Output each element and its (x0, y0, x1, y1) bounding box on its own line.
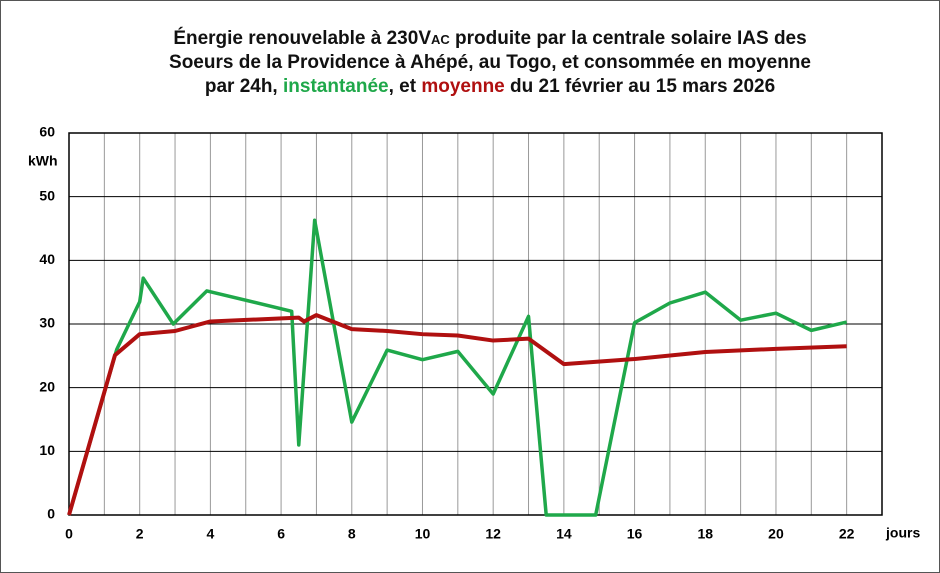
x-tick-label: 2 (136, 526, 144, 542)
title-text: produite par la centrale solaire IAS des (450, 28, 807, 49)
legend-label: moyenne (421, 76, 504, 97)
y-tick-label: 60 (39, 124, 55, 140)
title-text: Énergie renouvelable à 230V (173, 27, 431, 49)
x-tick-label: 4 (206, 526, 214, 542)
x-tick-label: 20 (768, 526, 784, 542)
y-axis-label: kWh (28, 153, 58, 169)
plot-frame (68, 132, 883, 516)
x-tick-label: 18 (697, 526, 713, 542)
x-tick-label: 8 (348, 526, 356, 542)
series-line (67, 313, 847, 516)
x-tick-label: 12 (485, 526, 501, 542)
title-text: par 24h, (205, 76, 283, 97)
y-tick-label: 10 (39, 442, 55, 458)
legend-label: instantanée (283, 76, 389, 97)
x-tick-label: 16 (627, 526, 643, 542)
chart-title: par 24h, instantanée, et moyenne du 21 f… (205, 76, 775, 97)
title-text: AC (431, 32, 450, 47)
x-tick-label: 14 (556, 526, 572, 542)
y-tick-label: 50 (39, 187, 55, 203)
x-axis-label: jours (885, 525, 920, 541)
y-tick-label: 30 (39, 315, 55, 331)
x-tick-label: 6 (277, 526, 285, 542)
chart-title: Énergie renouvelable à 230VAC produite p… (173, 27, 806, 49)
y-tick-label: 0 (47, 506, 55, 522)
series-line (67, 218, 848, 517)
x-tick-label: 10 (415, 526, 431, 542)
y-tick-label: 20 (39, 378, 55, 394)
title-text: du 21 février au 15 mars 2026 (505, 76, 775, 97)
chart-title: Soeurs de la Providence à Ahépé, au Togo… (169, 52, 811, 73)
y-tick-label: 40 (39, 251, 55, 267)
x-tick-label: 22 (839, 526, 855, 542)
x-tick-label: 0 (65, 526, 73, 542)
title-text: , et (389, 76, 422, 97)
